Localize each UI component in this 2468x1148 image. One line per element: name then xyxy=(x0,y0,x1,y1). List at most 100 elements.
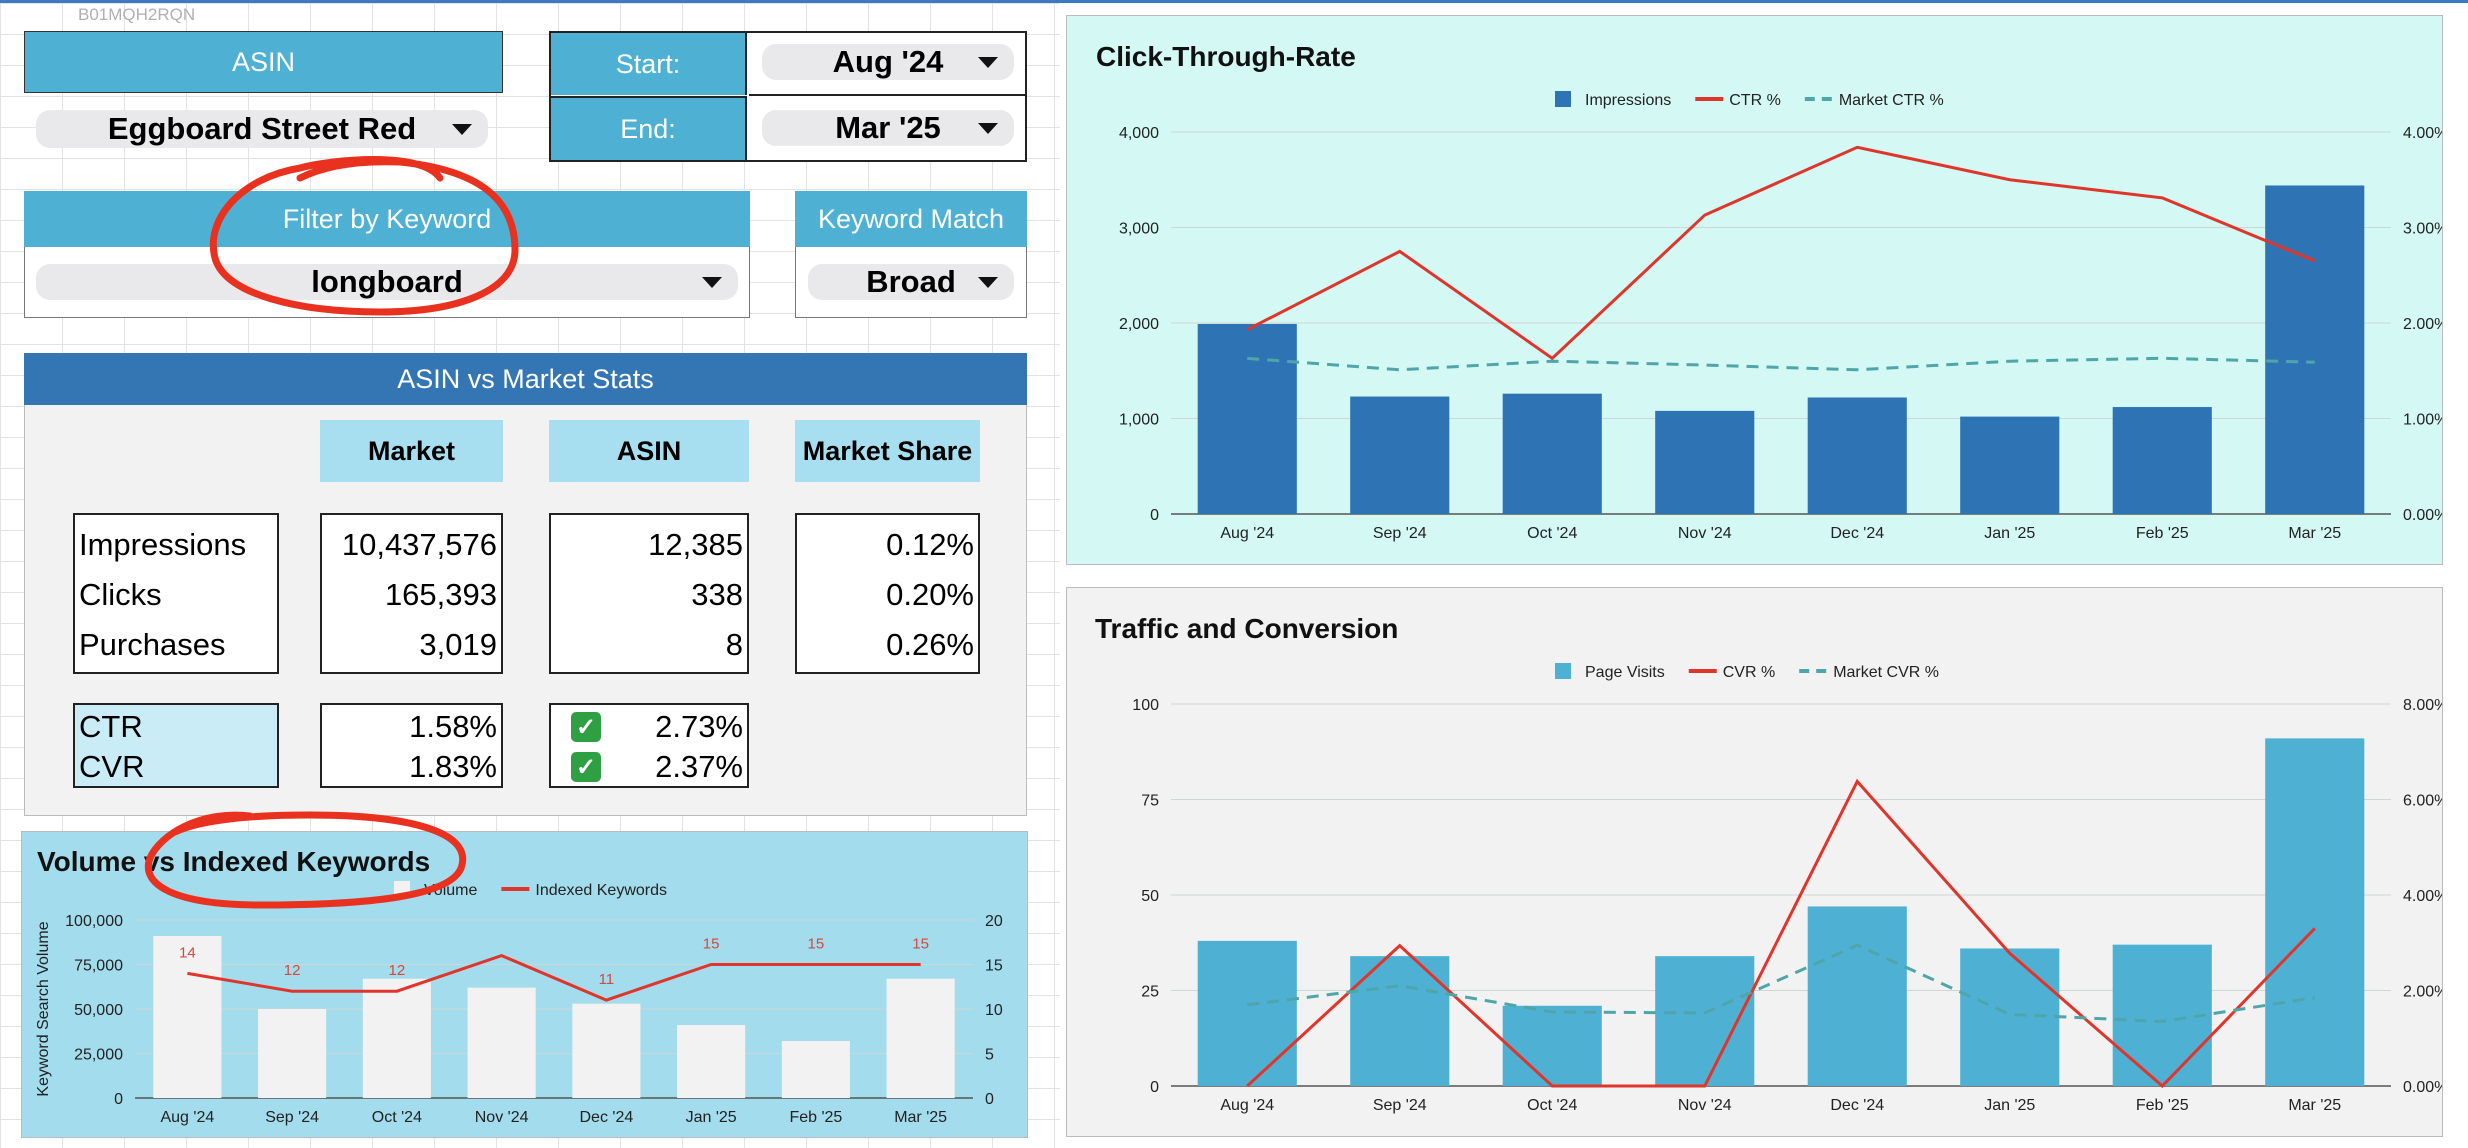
legend-swatch xyxy=(1555,663,1571,679)
bar xyxy=(677,1025,746,1098)
x-tick-label: Mar '25 xyxy=(894,1109,947,1126)
chevron-down-icon xyxy=(702,277,722,288)
chart-title: Click-Through-Rate xyxy=(1096,41,1356,72)
date-divider xyxy=(749,94,1025,96)
rate-labels-box: CTR CVR xyxy=(73,703,279,788)
bar xyxy=(1350,396,1450,514)
market-value: 165,393 xyxy=(384,577,497,612)
legend-label: Page Visits xyxy=(1585,664,1665,681)
market-values-box: 10,437,576 165,393 3,019 xyxy=(320,513,503,674)
x-tick-label: Jan '25 xyxy=(1984,525,2035,542)
market-value: 10,437,576 xyxy=(341,527,497,562)
metric-label: Purchases xyxy=(79,627,226,662)
legend-label: Impressions xyxy=(1585,92,1671,109)
legend-label: Market CTR % xyxy=(1839,92,1944,109)
y2-tick-label: 8.00% xyxy=(2403,697,2442,714)
market-value: 3,019 xyxy=(419,627,497,662)
y2-tick-label: 0.00% xyxy=(2403,507,2442,524)
y-tick-label: 75,000 xyxy=(74,958,123,975)
volume-chart-panel: Volume vs Indexed Keywords 0 25,000 50,000… xyxy=(21,831,1028,1138)
keyword-match-header: Keyword Match xyxy=(795,191,1027,247)
end-date-value: Mar '25 xyxy=(835,110,941,145)
chevron-down-icon xyxy=(978,277,998,288)
bar xyxy=(1807,906,1907,1086)
x-tick-label: Aug '24 xyxy=(1220,525,1274,542)
bar xyxy=(153,936,222,1098)
y-tick-label: 2,000 xyxy=(1119,316,1159,333)
y2-tick-label: 4.00% xyxy=(2403,888,2442,905)
bar xyxy=(1960,416,2060,514)
column-header-market-share: Market Share xyxy=(795,420,980,482)
chevron-down-icon xyxy=(978,57,998,68)
x-tick-label: Mar '25 xyxy=(2288,1097,2341,1114)
market-share-box: 0.12% 0.20% 0.26% xyxy=(795,513,980,674)
y-tick-label: 100,000 xyxy=(65,913,123,930)
ctr-chart-panel: Click-Through-Rate 0 1,000 2,000 3,000 4,000… xyxy=(1066,15,2443,565)
keyword-match-dropdown[interactable]: Broad xyxy=(808,264,1014,300)
end-date-dropdown[interactable]: Mar '25 xyxy=(762,110,1014,146)
x-tick-label: Jan '25 xyxy=(686,1109,737,1126)
keyword-dropdown[interactable]: longboard xyxy=(36,264,738,300)
series-line xyxy=(1246,778,2316,1089)
x-tick-label: Sep '24 xyxy=(1373,1097,1427,1114)
legend-label: Indexed Keywords xyxy=(535,882,667,899)
bar xyxy=(2265,738,2365,1086)
x-tick-label: Oct '24 xyxy=(372,1109,422,1126)
y2-tick-label: 2.00% xyxy=(2403,984,2442,1001)
chart-title: Traffic and Conversion xyxy=(1095,613,1399,644)
start-date-value: Aug '24 xyxy=(832,44,944,79)
asin-header: ASIN xyxy=(24,31,503,93)
y-tick-label: 50 xyxy=(1141,888,1159,905)
asin-values-box: 12,385 338 8 xyxy=(549,513,749,674)
market-rate: 1.58% xyxy=(409,709,497,744)
asin-value: 8 xyxy=(725,627,743,662)
legend-label: CTR % xyxy=(1729,92,1781,109)
x-tick-label: Dec '24 xyxy=(1830,1097,1884,1114)
y2-tick-label: 0 xyxy=(985,1091,994,1108)
start-label: Start: xyxy=(551,33,747,95)
check-icon: ✓ xyxy=(571,712,601,742)
metric-labels-box: Impressions Clicks Purchases xyxy=(73,513,279,674)
x-tick-label: Nov '24 xyxy=(1678,1097,1732,1114)
x-tick-label: Nov '24 xyxy=(1678,525,1732,542)
bar xyxy=(1807,397,1907,514)
keyword-dropdown-value: longboard xyxy=(311,264,463,299)
legend-swatch xyxy=(1555,91,1571,107)
market-share-value: 0.20% xyxy=(886,577,974,612)
asin-dropdown[interactable]: Eggboard Street Red xyxy=(36,110,488,148)
rate-label: CTR xyxy=(79,709,143,744)
x-tick-label: Mar '25 xyxy=(2288,525,2341,542)
bar xyxy=(1655,956,1755,1086)
check-icon: ✓ xyxy=(571,752,601,782)
bar xyxy=(781,1041,850,1098)
keyword-filter-header: Filter by Keyword xyxy=(24,191,750,247)
stats-title: ASIN vs Market Stats xyxy=(24,353,1027,405)
x-tick-label: Aug '24 xyxy=(1220,1097,1274,1114)
data-label: 15 xyxy=(912,936,929,953)
y-tick-label: 25 xyxy=(1141,984,1159,1001)
bar xyxy=(572,1003,641,1098)
y2-tick-label: 1.00% xyxy=(2403,412,2442,429)
y2-tick-label: 0.00% xyxy=(2403,1079,2442,1096)
asin-value: 12,385 xyxy=(648,527,743,562)
y2-tick-label: 20 xyxy=(985,913,1003,930)
asin-code-label: B01MQH2RQN xyxy=(78,5,196,24)
y-tick-label: 50,000 xyxy=(74,1002,123,1019)
legend-label: CVR % xyxy=(1723,664,1775,681)
x-tick-label: Dec '24 xyxy=(580,1109,634,1126)
y-tick-label: 0 xyxy=(1150,507,1159,524)
market-share-value: 0.12% xyxy=(886,527,974,562)
y2-tick-label: 4.00% xyxy=(2403,125,2442,142)
y2-tick-label: 10 xyxy=(985,1002,1003,1019)
start-date-dropdown[interactable]: Aug '24 xyxy=(762,44,1014,80)
bar xyxy=(886,978,955,1098)
data-label: 12 xyxy=(389,962,406,979)
y-tick-label: 0 xyxy=(1150,1079,1159,1096)
volume-chart: 0 25,000 50,000 75,000 100,000 0 5 10 15 20 Aug '2… xyxy=(35,881,1003,1126)
bar xyxy=(1502,1005,1602,1086)
market-rate: 1.83% xyxy=(409,749,497,784)
dashed-series-line xyxy=(1247,943,2315,1024)
y-tick-label: 4,000 xyxy=(1119,125,1159,142)
y2-tick-label: 15 xyxy=(985,958,1003,975)
asin-dropdown-value: Eggboard Street Red xyxy=(107,111,417,146)
